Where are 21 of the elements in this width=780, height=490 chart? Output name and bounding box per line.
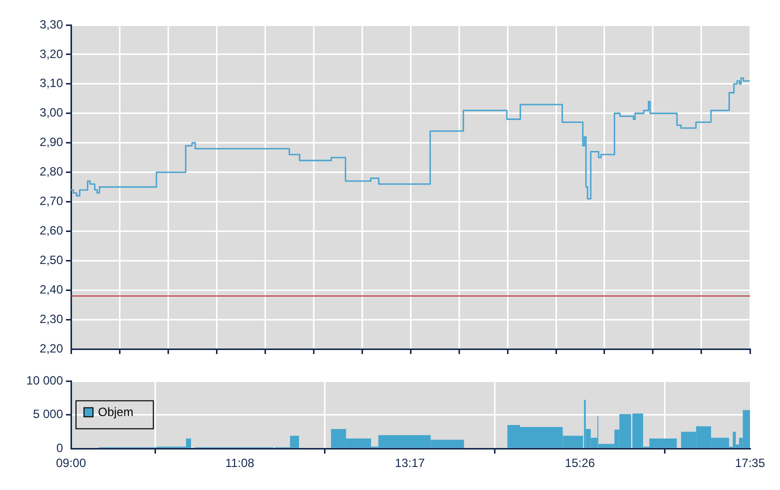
x-tick-label: 17:35 <box>734 456 766 470</box>
x-tick-label: 11:08 <box>225 456 255 470</box>
y-tick-label: 10 000 <box>26 373 64 388</box>
y-tick-label: 2,30 <box>40 312 64 326</box>
x-tick-label: 15:26 <box>564 456 596 470</box>
y-tick-label: 5 000 <box>32 407 64 422</box>
x-tick-label: 09:00 <box>56 456 86 470</box>
y-tick-label: 2,50 <box>40 252 64 267</box>
y-tick-label: 2,20 <box>40 341 64 356</box>
y-tick-label: 2,60 <box>40 223 64 238</box>
y-tick-label: 3,00 <box>40 106 64 120</box>
x-tick-label: 13:17 <box>394 456 426 470</box>
y-tick-label: 3,10 <box>40 76 64 90</box>
legend-label: Objem <box>98 405 134 420</box>
y-tick-label: 2,70 <box>40 194 64 208</box>
y-tick-label: 3,20 <box>40 46 64 61</box>
y-tick-label: 2,90 <box>40 135 64 150</box>
y-tick-label: 0 <box>56 440 64 455</box>
y-tick-label: 3,30 <box>40 17 64 32</box>
y-tick-label: 2,80 <box>40 164 64 179</box>
y-tick-label: 2,40 <box>40 282 64 296</box>
